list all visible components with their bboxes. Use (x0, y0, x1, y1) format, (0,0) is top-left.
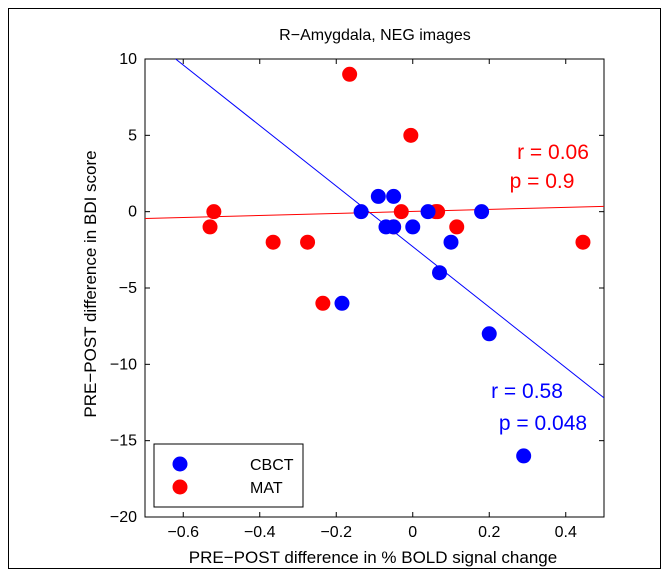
cbct-point (474, 204, 490, 220)
cbct-point (386, 219, 402, 235)
mat-point (300, 234, 316, 250)
mat-p-annotation: p = 0.9 (510, 170, 575, 193)
legend-mat-marker (172, 479, 188, 495)
y-tick-label: −15 (110, 433, 137, 450)
legend-mat-label: MAT (250, 480, 283, 497)
legend-cbct-marker (172, 456, 188, 472)
y-tick-label: −5 (119, 280, 137, 297)
mat-point (265, 234, 281, 250)
x-tick-label: −0.4 (244, 524, 276, 541)
y-tick-label: −10 (110, 356, 137, 373)
y-tick-label: 0 (128, 204, 137, 221)
cbct-r-annotation: r = 0.58 (491, 380, 563, 403)
mat-point (206, 204, 222, 220)
cbct-point (516, 448, 532, 464)
x-tick-label: −0.6 (167, 524, 199, 541)
figure-frame (8, 8, 661, 569)
cbct-point (432, 265, 448, 281)
mat-point (449, 219, 465, 235)
cbct-point (481, 326, 497, 342)
x-tick-label: −0.2 (320, 524, 352, 541)
cbct-point (370, 188, 386, 204)
x-tick-label: 0.2 (478, 524, 500, 541)
y-tick-label: 5 (128, 127, 137, 144)
mat-point (202, 219, 218, 235)
mat-r-annotation: r = 0.06 (517, 141, 589, 164)
legend-cbct-label: CBCT (250, 457, 294, 474)
mat-point (315, 295, 331, 311)
mat-point (393, 204, 409, 220)
y-axis-label: PRE−POST difference in BDI score (81, 150, 100, 417)
legend-box (153, 443, 304, 508)
cbct-point (420, 204, 436, 220)
cbct-point (443, 234, 459, 250)
cbct-point (334, 295, 350, 311)
y-tick-label: 10 (119, 51, 137, 68)
mat-fit-line (145, 205, 604, 220)
x-tick-label: 0.4 (555, 524, 577, 541)
plot-area: −0.6 −0.4 −0.2 0 0.2 0.4 −20 −15 −10 −5 0 5 10 r = 0.… (110, 51, 605, 541)
cbct-p-annotation: p = 0.048 (499, 412, 587, 435)
mat-point (575, 234, 591, 250)
mat-point (403, 127, 419, 143)
cbct-point (386, 188, 402, 204)
chart-title: R−Amygdala, NEG images (279, 27, 471, 44)
cbct-point (353, 204, 369, 220)
x-axis-label: PRE−POST difference in % BOLD signal cha… (189, 548, 557, 567)
cbct-point (405, 219, 421, 235)
mat-point (342, 66, 358, 82)
x-tick-label: 0 (408, 524, 417, 541)
y-tick-label: −20 (110, 509, 137, 526)
